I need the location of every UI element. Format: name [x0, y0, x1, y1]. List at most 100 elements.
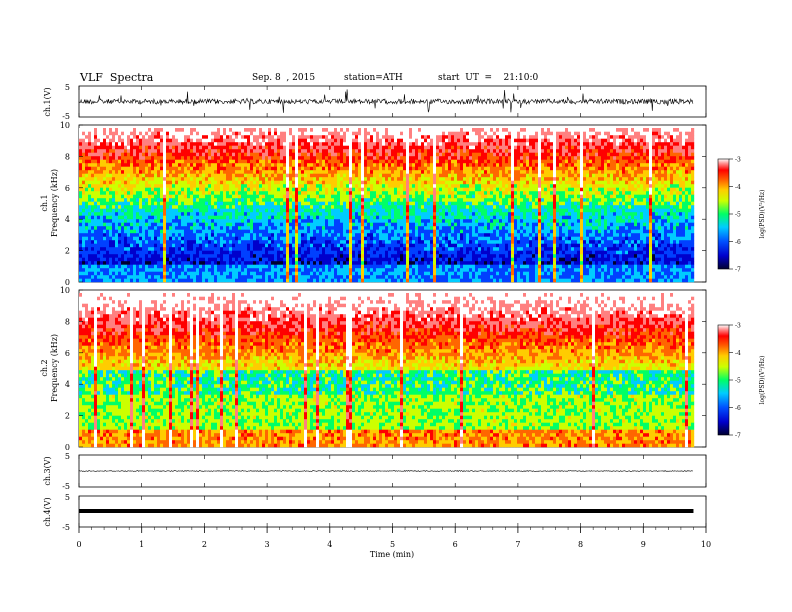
ch1-spec-cell: [403, 271, 407, 276]
ch1-spec-cell: [91, 187, 95, 192]
ch1-spec-cell: [121, 177, 125, 181]
ch1-spec-cell: [283, 264, 287, 269]
ch1-spec-cell: [223, 156, 227, 160]
ch1-spec-cell: [157, 215, 161, 220]
ch1-spec-cell: [199, 236, 203, 241]
ch1-spec-cell: [283, 170, 287, 174]
start-time-label: start UT = 21:10:0: [438, 73, 539, 83]
ch1-spec-cell: [127, 191, 131, 195]
ch1-spec-cell: [397, 184, 401, 188]
ch1-spec-cell: [307, 236, 311, 241]
ch1-spec-cell: [241, 268, 245, 272]
ch1-spec-cell: [91, 236, 95, 241]
ch1-spec-cell: [85, 145, 89, 150]
ch1-spec-cell: [307, 159, 311, 164]
ch1-spec-cell: [172, 128, 176, 132]
ch1-spec-cell: [376, 184, 380, 188]
ch1-spec-cell: [223, 205, 227, 209]
ch1-spec-cell: [397, 187, 401, 192]
ch1-spec-cell: [196, 268, 200, 272]
ch1-spec-cell: [331, 257, 335, 262]
ch1-spec-cell: [400, 145, 404, 150]
ch1-spec-cell: [271, 278, 275, 283]
ch1-spec-cell: [361, 128, 365, 132]
ch1-spec-cell: [97, 254, 101, 258]
ch1-spec-cell: [295, 268, 299, 272]
ch1-spec-cell: [154, 212, 158, 216]
ch1-spec-cell: [373, 173, 377, 178]
ch1-spec-cell: [235, 233, 239, 237]
ch1-spec-cell: [259, 278, 263, 283]
ch1-spec-cell: [136, 194, 140, 199]
ch1-spec-cell: [250, 240, 254, 244]
ch1-spec-cell: [223, 229, 227, 234]
ch1-spec-cell: [223, 170, 227, 174]
ch1-spec-cell: [244, 170, 248, 174]
ch1-spec-cell: [100, 264, 104, 269]
ch1-spec-cell: [163, 208, 167, 213]
ch1-spec-cell: [241, 198, 245, 202]
ch1-spec-cell: [409, 275, 413, 279]
ch1-spec-cell: [304, 233, 308, 237]
ch1-spec-cell: [307, 215, 311, 220]
ch1-spec-cell: [385, 247, 389, 251]
ch1-spec-cell: [91, 233, 95, 237]
ch1-spec-cell: [196, 138, 200, 143]
ch1-spec-cell: [145, 173, 149, 178]
ch1-spec-cell: [268, 131, 272, 136]
ch1-spec-cell: [214, 278, 218, 283]
ch1-spec-cell: [310, 222, 314, 227]
ch1-spec-cell: [151, 170, 155, 174]
ch1-spec-cell: [271, 257, 275, 262]
ch1-spec-cell: [172, 205, 176, 209]
ch1-spec-cell: [88, 170, 92, 174]
ch1-spec-cell: [79, 222, 83, 227]
ch1-spec-cell: [298, 138, 302, 143]
ch1-spec-cell: [166, 236, 170, 241]
ch1-spec-cell: [322, 250, 326, 255]
ch1-spec-cell: [394, 226, 398, 230]
ch1-spec-cell: [274, 138, 278, 143]
ch1-spec-cell: [148, 135, 152, 139]
ch1-spec-cell: [385, 142, 389, 146]
ch1-spec-cell: [322, 180, 326, 185]
ch1-spec-cell: [400, 152, 404, 157]
ch1-spec-cell: [355, 156, 359, 160]
ch1-spec-cell: [130, 254, 134, 258]
ch1-spec-cell: [400, 156, 404, 160]
ch1-spec-cell: [163, 149, 167, 153]
ch1-spec-cell: [271, 173, 275, 178]
ch1-spec-cell: [229, 236, 233, 241]
ch1-spec-cell: [253, 219, 257, 223]
ch1-spec-cell: [280, 198, 284, 202]
ch1-spec-cell: [118, 226, 122, 230]
ch1-spec-cell: [163, 212, 167, 216]
ch1-spec-cell: [247, 226, 251, 230]
ch1-spec-cell: [160, 222, 164, 227]
ch1-spec-cell: [82, 173, 86, 178]
ch1-spec-cell: [274, 159, 278, 164]
ch1-spec-cell: [328, 275, 332, 279]
ch1-spec-cell: [379, 243, 383, 248]
ch1-spec-cell: [115, 177, 119, 181]
ch1-spec-cell: [304, 191, 308, 195]
ch1-spec-cell: [166, 166, 170, 171]
ch1-spec-cell: [250, 201, 254, 206]
ch1-spec-cell: [172, 170, 176, 174]
ch1-spec-cell: [271, 145, 275, 150]
ch1-spec-cell: [184, 222, 188, 227]
ch1-spec-cell: [220, 173, 224, 178]
ch1-spec-cell: [262, 212, 266, 216]
ch1-spec-cell: [91, 128, 95, 132]
ch1-spec-cell: [328, 198, 332, 202]
ch1-spec-cell: [151, 257, 155, 262]
ch1-spec-cell: [412, 215, 416, 220]
ch1-spec-cell: [217, 240, 221, 244]
ch1-spec-cell: [202, 201, 206, 206]
ch1-spec-cell: [403, 145, 407, 150]
ch1-spec-cell: [295, 142, 299, 146]
ch1-spec-cell: [172, 236, 176, 241]
ch1-spec-cell: [373, 198, 377, 202]
ch1-spec-cell: [364, 142, 368, 146]
